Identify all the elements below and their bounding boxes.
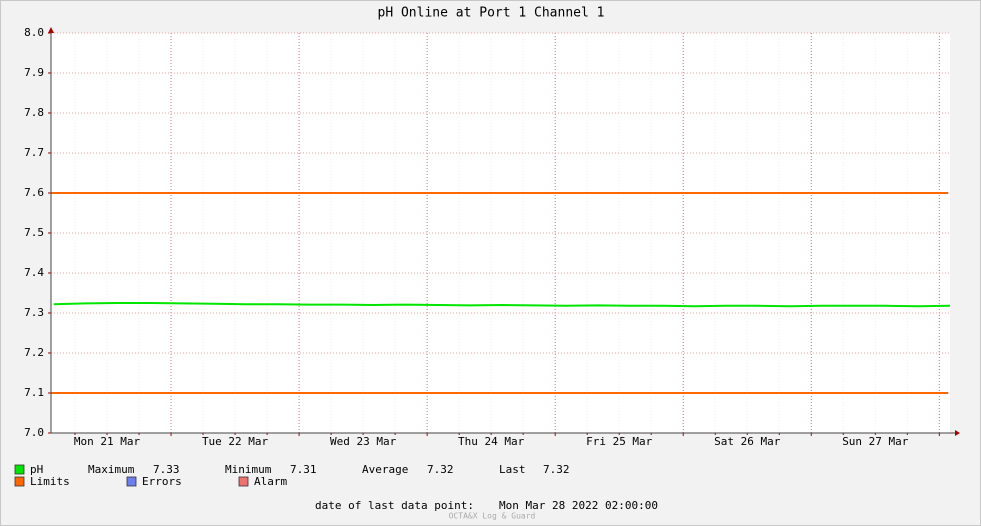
plot-area (51, 33, 950, 433)
x-tick-label: Tue 22 Mar (202, 435, 269, 448)
x-tick-label: Fri 25 Mar (586, 435, 653, 448)
y-tick-label: 7.1 (24, 386, 44, 399)
legend-label: pH (30, 463, 43, 476)
y-arrow (48, 27, 54, 33)
y-tick-label: 7.4 (24, 266, 44, 279)
legend: pH Maximum 7.33 Minimum 7.31 Average 7.32 Last 7… (14, 463, 570, 488)
stat-value: 7.32 (543, 463, 570, 476)
stat-value: 7.33 (153, 463, 180, 476)
x-tick-label: Mon 21 Mar (74, 435, 141, 448)
footer-label: date of last data point: (315, 499, 474, 512)
y-tick-label: 7.0 (24, 426, 44, 439)
legend-swatch (14, 476, 25, 487)
footer-date: Mon Mar 28 2022 02:00:00 (499, 499, 658, 512)
x-tick-label: Wed 23 Mar (330, 435, 397, 448)
legend-swatch (14, 464, 25, 475)
y-tick-label: 8.0 (24, 26, 44, 39)
legend-label: Limits (30, 475, 70, 488)
marks (51, 192, 951, 394)
y-tick-label: 7.8 (24, 106, 44, 119)
x-arrow (955, 430, 960, 436)
y-tick-label: 7.2 (24, 346, 44, 359)
chart-title: pH Online at Port 1 Channel 1 (378, 6, 605, 21)
legend-swatch (238, 476, 249, 487)
stat-label: Average (362, 463, 408, 476)
y-tick-label: 7.3 (24, 306, 44, 319)
x-tick-label: Thu 24 Mar (458, 435, 525, 448)
grid (48, 32, 950, 436)
legend-label: Errors (142, 475, 182, 488)
x-tick-label: Sat 26 Mar (714, 435, 781, 448)
stat-value: 7.31 (290, 463, 317, 476)
watermark: OCTA&X Log & Guard (449, 512, 536, 521)
legend-label: Alarm (254, 475, 287, 488)
stat-value: 7.32 (427, 463, 454, 476)
y-tick-label: 7.5 (24, 226, 44, 239)
x-tick-label: Sun 27 Mar (842, 435, 909, 448)
y-tick-label: 7.6 (24, 186, 44, 199)
y-tick-label: 7.7 (24, 146, 44, 159)
legend-swatch (126, 476, 137, 487)
series-line (53, 302, 951, 308)
y-tick-label: 7.9 (24, 66, 44, 79)
stat-label: Minimum (225, 463, 272, 476)
stat-label: Maximum (88, 463, 135, 476)
stat-label: Last (499, 463, 526, 476)
